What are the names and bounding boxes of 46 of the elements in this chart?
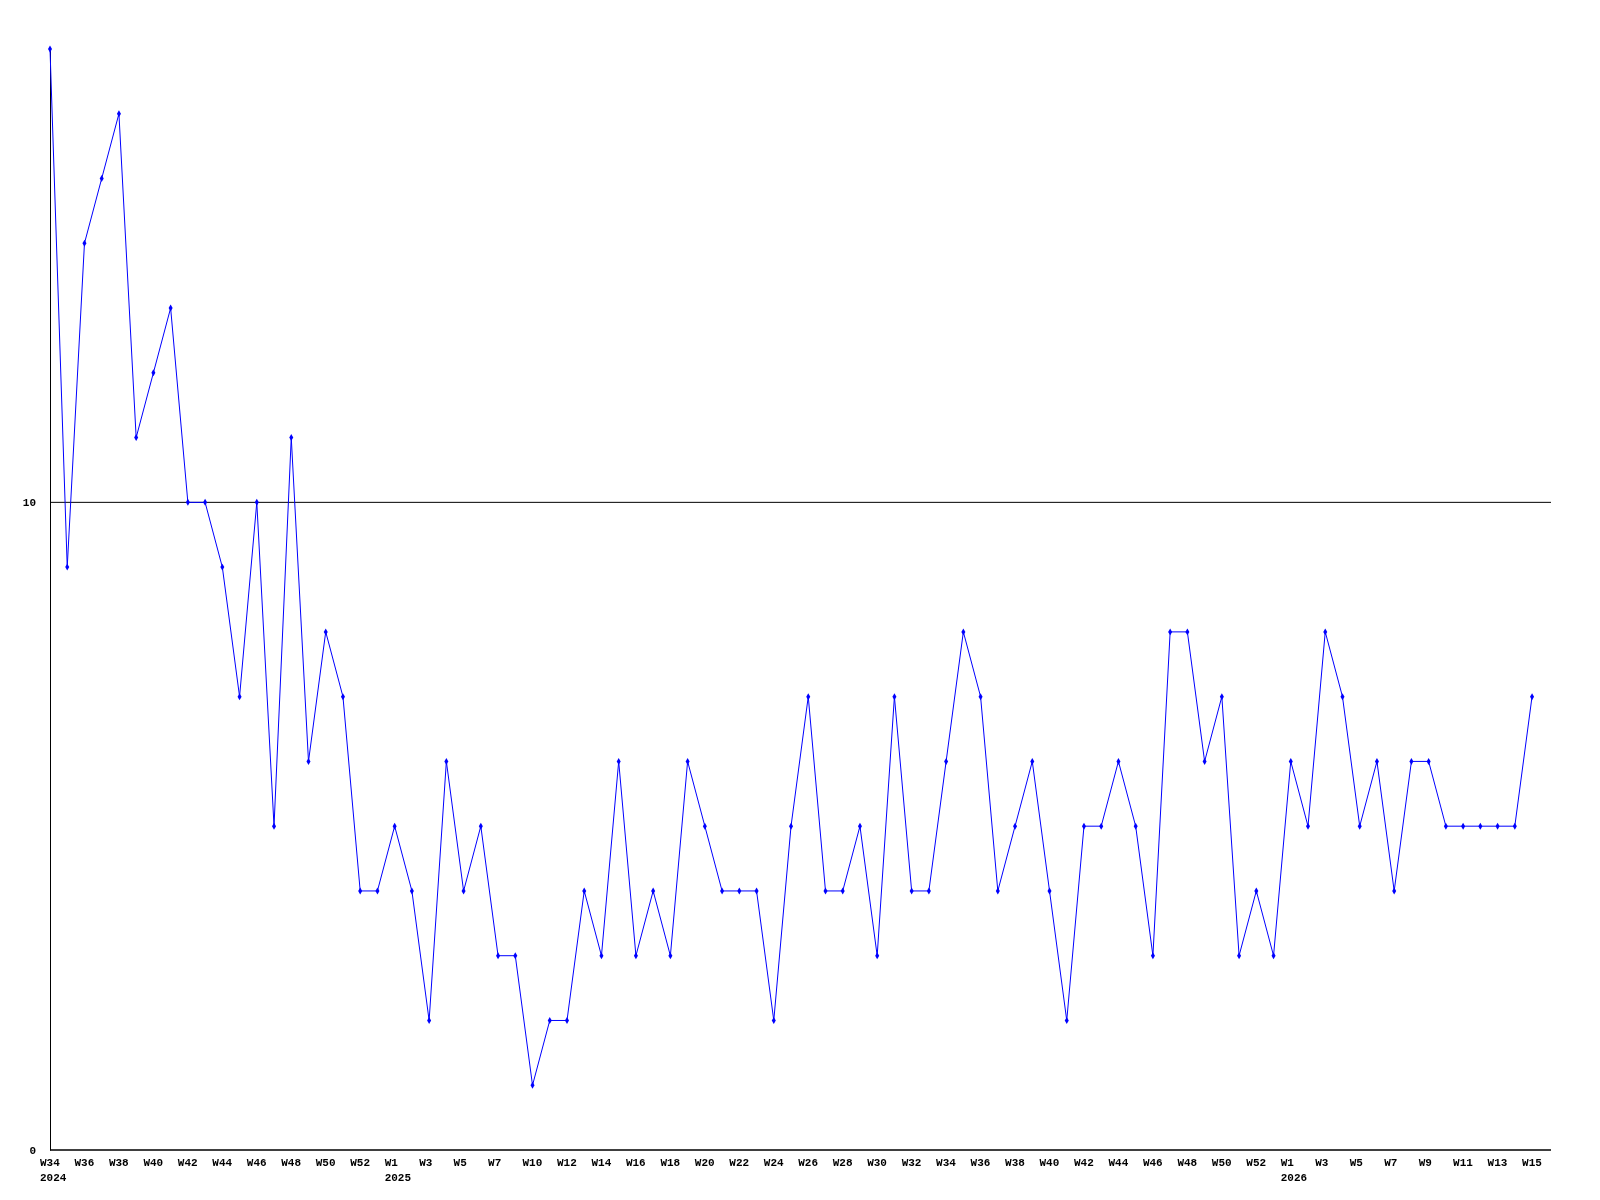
x-tick-label: W3: [419, 1157, 433, 1169]
x-tick-label: W5: [1349, 1157, 1364, 1169]
x-tick-label: W15: [1522, 1157, 1543, 1169]
x-tick-label: W36: [970, 1157, 991, 1169]
x-tick-label: W44: [1108, 1157, 1129, 1169]
x-tick-label: W3: [1315, 1157, 1329, 1169]
x-tick-label: W13: [1487, 1157, 1508, 1169]
x-tick-label: W52: [1246, 1157, 1267, 1169]
x-tick-label: W40: [1039, 1157, 1060, 1169]
x-tick-label: W28: [832, 1157, 853, 1169]
x-tick-label: W48: [281, 1157, 302, 1169]
y-tick-label: 10: [22, 497, 36, 510]
x-tick-label: W20: [694, 1157, 715, 1169]
x-tick-label: W18: [660, 1157, 681, 1169]
x-tick-label: W52: [350, 1157, 371, 1169]
x-tick-label: W46: [246, 1157, 267, 1169]
x-tick-label: W40: [143, 1157, 164, 1169]
x-tick-label: W12: [556, 1157, 577, 1169]
x-tick-label: W26: [798, 1157, 819, 1169]
x-tick-label: W22: [729, 1157, 750, 1169]
x-tick-label: W24: [763, 1157, 784, 1169]
x-tick-label: W10: [522, 1157, 543, 1169]
x-tick-label: W50: [1211, 1157, 1232, 1169]
x-tick-label: W9: [1418, 1157, 1432, 1169]
x-tick-label: W34: [936, 1157, 957, 1169]
x-tick-label: W42: [177, 1157, 198, 1169]
x-tick-label: W30: [867, 1157, 887, 1169]
x-tick-label: W16: [625, 1157, 646, 1169]
x-tick-label: W38: [108, 1157, 130, 1169]
x-tick-label: W11: [1453, 1157, 1474, 1169]
x-tick-label: W5: [453, 1157, 468, 1169]
x-tick-label: W7: [488, 1157, 502, 1169]
x-tick-label: W46: [1142, 1157, 1163, 1169]
x-tick-label: W38: [1005, 1157, 1026, 1169]
x-tick-label: W14: [591, 1157, 612, 1169]
x-tick-label: W1 2026: [1280, 1157, 1308, 1184]
x-tick-label: W44: [212, 1157, 233, 1169]
x-tick-label: W50: [315, 1157, 336, 1169]
y-tick-label: 0: [29, 1145, 36, 1158]
x-tick-label: W34 2024: [40, 1157, 67, 1184]
x-tick-label: W7: [1384, 1157, 1398, 1169]
x-tick-label: W48: [1177, 1157, 1198, 1169]
x-tick-label: W1 2025: [384, 1157, 412, 1184]
x-tick-label: W32: [901, 1157, 922, 1169]
x-tick-label: W36: [74, 1157, 95, 1169]
x-tick-label: W42: [1073, 1157, 1094, 1169]
